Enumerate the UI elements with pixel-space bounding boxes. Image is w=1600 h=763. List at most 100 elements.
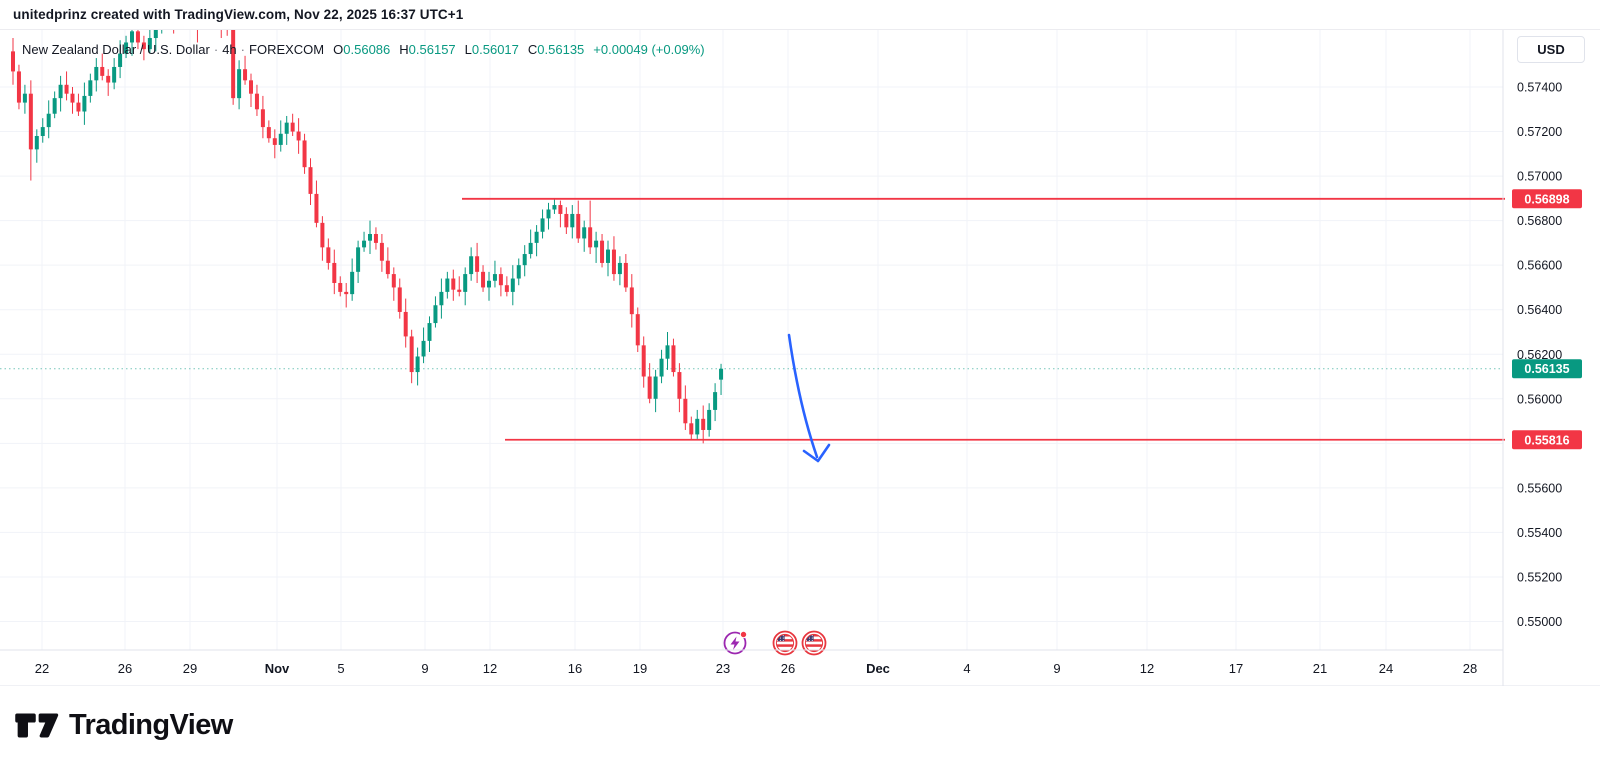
candle-up xyxy=(707,409,712,430)
time-tick-label[interactable]: 17 xyxy=(1229,661,1243,676)
time-tick-label[interactable]: 26 xyxy=(781,661,795,676)
candle-down xyxy=(451,278,456,290)
support-price-label: 0.55816 xyxy=(1512,430,1582,450)
close-label: C xyxy=(527,42,538,57)
tradingview-logo[interactable]: TradingView xyxy=(14,709,233,742)
candle-down xyxy=(385,260,390,275)
time-tick-label[interactable]: 16 xyxy=(568,661,582,676)
candle-down xyxy=(397,287,402,312)
time-tick-label[interactable]: 22 xyxy=(35,661,49,676)
candle-down xyxy=(296,131,301,141)
time-tick-label[interactable]: 12 xyxy=(1140,661,1154,676)
candle-down xyxy=(266,127,271,139)
currency-unit-button[interactable]: USD xyxy=(1517,36,1585,63)
candlestick-chart-canvas[interactable]: 0.57400 0.57200 0.57000 0.56800 0.56600 0.564… xyxy=(0,30,1600,686)
resistance-price-label-text: 0.56898 xyxy=(1524,192,1569,206)
time-tick-label[interactable]: 24 xyxy=(1379,661,1393,676)
price-tick-label[interactable]: 0.57400 xyxy=(1517,81,1562,95)
us-flag-event-icon[interactable] xyxy=(801,630,827,656)
candle-up xyxy=(147,38,152,50)
candle-down xyxy=(409,336,414,373)
candle-up xyxy=(510,278,515,292)
symbol-title[interactable]: New Zealand Dollar / U.S. Dollar xyxy=(22,42,210,57)
candle-down xyxy=(629,287,634,315)
flag-stripe xyxy=(805,641,823,645)
flag-star xyxy=(811,637,813,639)
candle-up xyxy=(594,240,599,248)
flag-stripe xyxy=(776,646,794,650)
interval-label[interactable]: 4h xyxy=(222,42,237,57)
price-tick-label[interactable]: 0.57000 xyxy=(1517,170,1562,184)
time-tick-label[interactable]: 29 xyxy=(183,661,197,676)
price-tick-label[interactable]: 0.57200 xyxy=(1517,125,1562,139)
tradingview-logo-text: TradingView xyxy=(69,709,233,741)
flash-event-icon[interactable] xyxy=(723,630,748,655)
open-value: 0.56086 xyxy=(343,42,391,57)
flag-stripe xyxy=(805,644,823,647)
price-tick-label[interactable]: 0.55000 xyxy=(1517,615,1562,629)
time-tick-label[interactable]: Nov xyxy=(265,661,290,676)
candle-up xyxy=(112,66,117,83)
candle-up xyxy=(546,209,551,219)
candle-down xyxy=(641,345,646,377)
flag-inner-ring xyxy=(804,633,824,653)
flag-stripe xyxy=(776,636,794,640)
candle-up xyxy=(606,249,610,263)
candle-up xyxy=(653,376,658,399)
time-tick-label[interactable]: 4 xyxy=(963,661,970,676)
price-tick-label[interactable]: 0.55400 xyxy=(1517,526,1562,540)
candle-down xyxy=(254,93,259,110)
bottom-strip: TradingView xyxy=(0,686,1600,763)
us-flag-event-icon[interactable] xyxy=(772,630,798,656)
time-tick-label[interactable]: 9 xyxy=(1053,661,1060,676)
time-tick-label[interactable]: 28 xyxy=(1463,661,1477,676)
price-tick-label[interactable]: 0.56600 xyxy=(1517,259,1562,273)
candle-down xyxy=(64,84,69,94)
candle-up xyxy=(22,93,27,103)
candle-down xyxy=(391,274,396,288)
down-arrow-drawing[interactable] xyxy=(787,333,819,459)
candle-up xyxy=(130,31,134,43)
time-tick-label[interactable]: 23 xyxy=(716,661,730,676)
chart-legend[interactable]: New Zealand Dollar / U.S. Dollar · 4h · FORE… xyxy=(22,42,705,57)
price-tick-label[interactable]: 0.56800 xyxy=(1517,214,1562,228)
candle-down xyxy=(504,285,509,292)
candle-up xyxy=(278,133,283,145)
price-tick-label[interactable]: 0.55200 xyxy=(1517,570,1562,584)
candle-down xyxy=(457,289,462,292)
candle-down xyxy=(106,75,111,83)
candle-up xyxy=(82,95,87,112)
exchange-label[interactable]: FOREXCOM xyxy=(249,42,325,57)
price-tick-label[interactable]: 0.56000 xyxy=(1517,392,1562,406)
candle-down xyxy=(677,372,682,399)
candle-down xyxy=(290,122,295,132)
candle-up xyxy=(469,256,474,275)
current-price-label-text: 0.56135 xyxy=(1524,362,1569,376)
attribution-bar: unitedprinz created with TradingView.com… xyxy=(0,0,1600,30)
flag-star xyxy=(779,639,781,642)
candle-down xyxy=(564,213,569,228)
candle-up xyxy=(433,305,438,324)
candles-group[interactable] xyxy=(11,30,724,444)
candle-up xyxy=(40,127,45,137)
time-tick-label[interactable]: 5 xyxy=(337,661,344,676)
price-tick-label[interactable]: 0.56200 xyxy=(1517,348,1562,362)
chart-area[interactable]: 0.57400 0.57200 0.57000 0.56800 0.56600 0.564… xyxy=(0,30,1600,686)
candle-up xyxy=(415,356,420,373)
candle-up xyxy=(421,340,426,357)
candle-down xyxy=(373,233,378,243)
time-tick-label[interactable]: Dec xyxy=(866,661,890,676)
time-tick-label[interactable]: 12 xyxy=(483,661,497,676)
time-tick-label[interactable]: 21 xyxy=(1313,661,1327,676)
price-tick-label[interactable]: 0.56400 xyxy=(1517,303,1562,317)
time-tick-label[interactable]: 9 xyxy=(421,661,428,676)
time-tick-label[interactable]: 26 xyxy=(118,661,132,676)
candle-up xyxy=(52,98,57,114)
time-tick-label[interactable]: 19 xyxy=(633,661,647,676)
candle-up xyxy=(46,113,51,128)
candle-down xyxy=(243,69,248,81)
candle-up xyxy=(695,418,700,435)
candle-up xyxy=(88,80,93,96)
candle-up xyxy=(356,247,361,272)
price-tick-label[interactable]: 0.55600 xyxy=(1517,481,1562,495)
